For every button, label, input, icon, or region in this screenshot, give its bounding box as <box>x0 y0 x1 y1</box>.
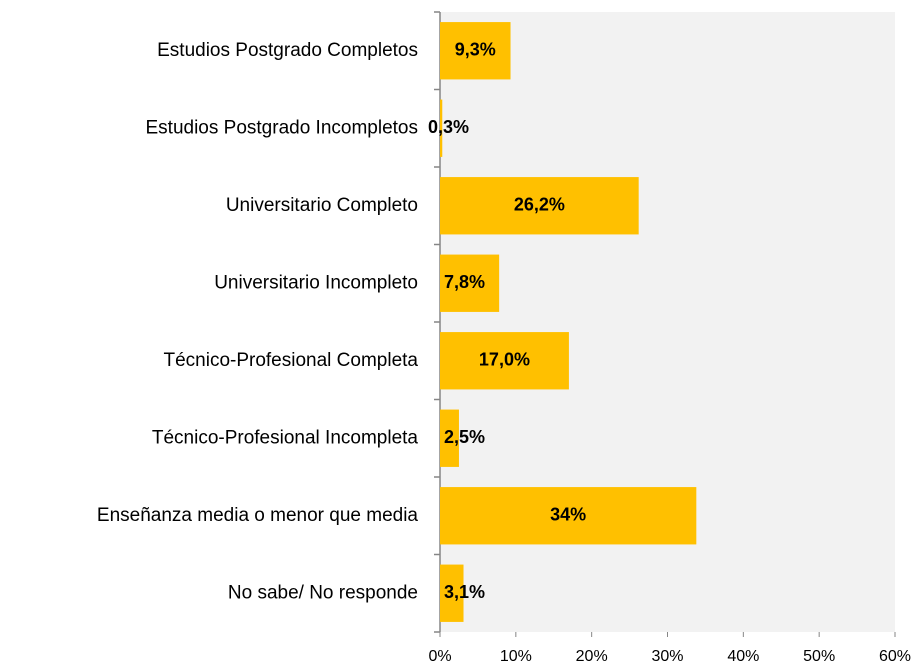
data-label: 7,8% <box>444 272 485 292</box>
bar <box>440 564 464 622</box>
y-tick-label: Estudios Postgrado Incompletos <box>146 117 419 138</box>
y-tick-label: Universitario Incompleto <box>214 272 418 293</box>
y-tick-label: Técnico-Profesional Incompleta <box>152 427 419 448</box>
y-tick-label: No sabe/ No responde <box>228 582 418 603</box>
data-label: 26,2% <box>514 195 565 215</box>
bar <box>440 409 459 467</box>
data-label: 2,5% <box>444 427 485 447</box>
bar <box>440 487 697 545</box>
y-tick-label: Técnico-Profesional Completa <box>163 350 418 371</box>
y-tick-label: Universitario Completo <box>226 195 418 216</box>
x-tick-label: 40% <box>727 648 759 665</box>
data-label: 17,0% <box>479 350 530 370</box>
y-tick-label: Enseñanza media o menor que media <box>97 505 419 526</box>
bar <box>440 22 511 80</box>
x-tick-label: 10% <box>500 648 532 665</box>
x-tick-label: 60% <box>879 648 911 665</box>
bar <box>440 332 569 390</box>
bar <box>440 254 500 312</box>
data-label: 9,3% <box>455 40 496 60</box>
x-tick-label: 50% <box>803 648 835 665</box>
x-tick-label: 30% <box>651 648 683 665</box>
x-tick-label: 20% <box>576 648 608 665</box>
bar <box>440 177 639 235</box>
data-label: 0,3% <box>428 117 469 137</box>
bar <box>440 99 443 157</box>
data-label: 34% <box>550 505 586 525</box>
data-label: 3,1% <box>444 582 485 602</box>
y-tick-label: Estudios Postgrado Completos <box>157 40 418 61</box>
x-tick-label: 0% <box>428 648 451 665</box>
